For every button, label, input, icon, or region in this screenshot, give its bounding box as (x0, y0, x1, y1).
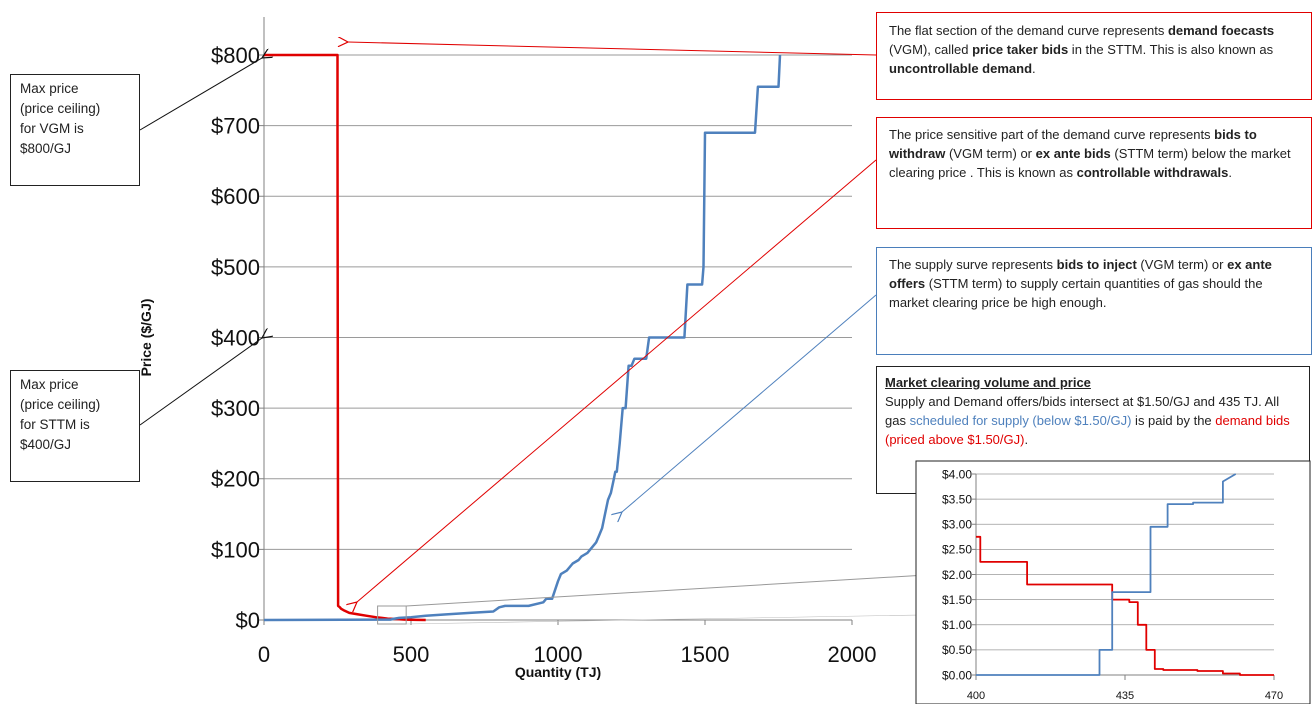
y-axis-title: Price ($/GJ) (138, 299, 154, 377)
y-tick-label: $800 (211, 43, 260, 68)
vgm-note-line: for VGM is (20, 121, 84, 136)
note-text: in the STTM. This is also known as (1068, 42, 1274, 57)
note-text: . (1228, 165, 1232, 180)
zoom-connector-bottom (406, 613, 977, 625)
zoom-highlight-box (377, 605, 407, 625)
sttm-note-line: for STTM is (20, 417, 90, 432)
note-text: (STTM term) below the market clearing pr… (889, 146, 1291, 180)
y-tick-label: $600 (211, 184, 260, 209)
note-bold-text: demand foecasts (1167, 23, 1275, 38)
vgm-note-line: (price ceiling) (20, 101, 101, 116)
y-tick-label: $100 (211, 537, 260, 562)
vgm-max-price-note: Max price (price ceiling) for VGM is $80… (10, 74, 140, 186)
note-bold-text: bids to inject (1056, 257, 1137, 272)
sttm-note-line: $400/GJ (20, 437, 72, 452)
note-text: The flat section of the demand curve rep… (889, 23, 1165, 38)
note-bold-text: controllable withdrawals (1076, 165, 1229, 180)
x-tick-label: 1000 (534, 642, 583, 667)
callout-lines (139, 42, 977, 625)
note-text: (VGM term) or (945, 146, 1036, 161)
supply-curve-note: The supply surve represents bids to inje… (876, 247, 1312, 355)
market-clearing-body: Supply and Demand offers/bids intersect … (885, 392, 1301, 449)
note-text: . (1024, 432, 1029, 447)
sttm-note-line: Max price (20, 377, 79, 392)
zoom-connector-top (406, 571, 977, 607)
x-tick-label: 500 (393, 642, 430, 667)
note-bold-text: ex ante bids (1035, 146, 1111, 161)
note-bold-text: price taker bids (972, 42, 1069, 57)
price-sensitive-note: The price sensitive part of the demand c… (876, 117, 1312, 229)
note-text: The supply surve represents (889, 257, 1057, 272)
x-tick-label: 0 (258, 642, 270, 667)
vgm-note-line: Max price (20, 81, 79, 96)
note-bold-text: uncontrollable demand (889, 61, 1033, 76)
x-axis-title: Quantity (TJ) (515, 664, 601, 680)
y-tick-label: $300 (211, 396, 260, 421)
note-bold-text: ex ante offers (889, 257, 1272, 291)
x-tick-label: 2000 (828, 642, 877, 667)
market-clearing-note: Market clearing volume and price Supply … (876, 366, 1310, 494)
supply-curve-line (263, 54, 782, 622)
demand-highlight-text: demand bids (priced above $1.50/GJ) (885, 413, 1290, 447)
note-text: (VGM), called (889, 42, 973, 57)
y-tick-label: $200 (211, 467, 260, 492)
flat-section-note: The flat section of the demand curve rep… (876, 12, 1312, 100)
note-text: (VGM term) or (1136, 257, 1228, 272)
y-tick-label: $700 (211, 114, 260, 139)
note-bold-text: bids to withdraw (889, 127, 1257, 161)
sttm-note-line: (price ceiling) (20, 397, 101, 412)
market-clearing-title: Market clearing volume and price (885, 375, 1091, 390)
price-sensitive-arrow (357, 159, 877, 602)
x-tick-label: 1500 (681, 642, 730, 667)
supply-curve-arrow (622, 294, 877, 512)
note-text: Supply and Demand offers/bids intersect … (885, 394, 1280, 428)
note-text: (STTM term) to supply certain quantities… (889, 276, 1263, 310)
main-chart: $0 $100 $200 $300 $400 $500 $600 $700 $800 0 500 10… (138, 17, 876, 680)
note-text: is paid by the (1131, 413, 1216, 428)
y-tick-label: $400 (211, 325, 260, 350)
note-text: . (1032, 61, 1036, 76)
vgm-note-line: $800/GJ (20, 141, 72, 156)
demand-curve-line (264, 53, 426, 622)
sttm-ceiling-arrow (139, 338, 262, 426)
note-text: The price sensitive part of the demand c… (889, 127, 1215, 142)
supply-highlight-text: scheduled for supply (below $1.50/GJ) (909, 413, 1132, 428)
flat-section-arrow (348, 42, 877, 56)
vgm-ceiling-arrow (139, 58, 262, 131)
y-tick-label: $0 (236, 608, 260, 633)
y-tick-label: $500 (211, 255, 260, 280)
sttm-max-price-note: Max price (price ceiling) for STTM is $4… (10, 370, 140, 482)
